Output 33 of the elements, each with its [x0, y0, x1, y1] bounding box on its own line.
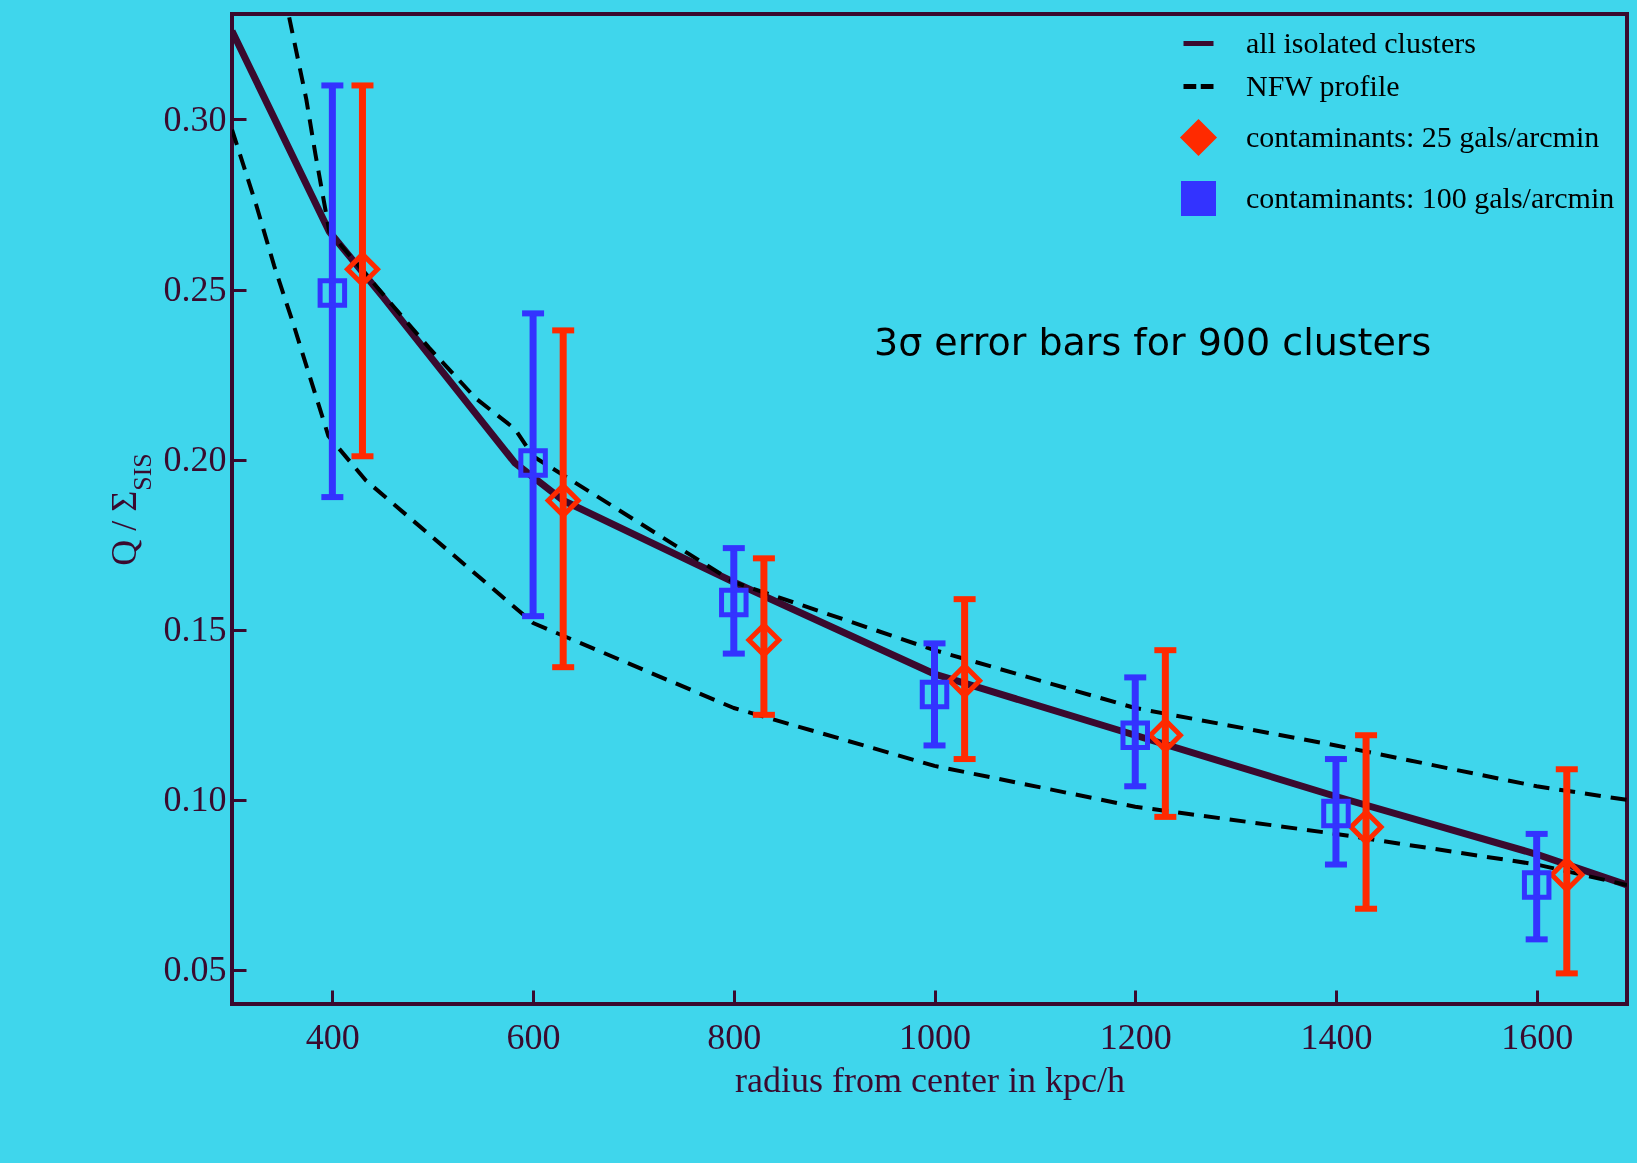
x-tick-label: 1400 — [1300, 1016, 1373, 1057]
point — [919, 679, 950, 710]
point — [947, 663, 983, 699]
point — [344, 251, 380, 287]
y-tick-label: 0.15 — [163, 609, 227, 650]
annotation: 3σ error bars for 900 clusters — [874, 320, 1432, 364]
point — [746, 622, 782, 658]
x-axis-title: radius from center in kpc/h — [735, 1059, 1125, 1100]
x-tick-label: 1600 — [1501, 1016, 1574, 1057]
legend-label: NFW profile — [1246, 68, 1400, 102]
y-tick-label: 0.05 — [163, 949, 227, 990]
point — [1549, 857, 1585, 893]
x-tick-label: 800 — [707, 1016, 762, 1057]
x-tick-label: 400 — [305, 1016, 360, 1057]
point — [545, 482, 581, 518]
point — [1521, 870, 1552, 900]
point — [1120, 720, 1150, 750]
x-tick-label: 1200 — [1099, 1016, 1172, 1057]
point — [1348, 809, 1384, 845]
legend-label: contaminants: 25 gals/arcmin — [1246, 119, 1600, 153]
y-tick-label: 0.20 — [163, 439, 227, 480]
x-tick-label: 1000 — [899, 1016, 972, 1057]
y-tick-label: 0.25 — [163, 269, 227, 310]
point — [317, 278, 348, 308]
legend-label: contaminants: 100 gals/arcmin — [1246, 180, 1615, 214]
x-tick-label: 600 — [506, 1016, 561, 1057]
y-tick-label: 0.10 — [163, 779, 227, 820]
point — [1321, 798, 1351, 829]
y-tick-label: 0.30 — [163, 98, 227, 139]
point — [518, 448, 548, 478]
point — [1147, 717, 1183, 753]
point — [719, 587, 749, 618]
legend-label: all isolated clusters — [1246, 25, 1476, 59]
